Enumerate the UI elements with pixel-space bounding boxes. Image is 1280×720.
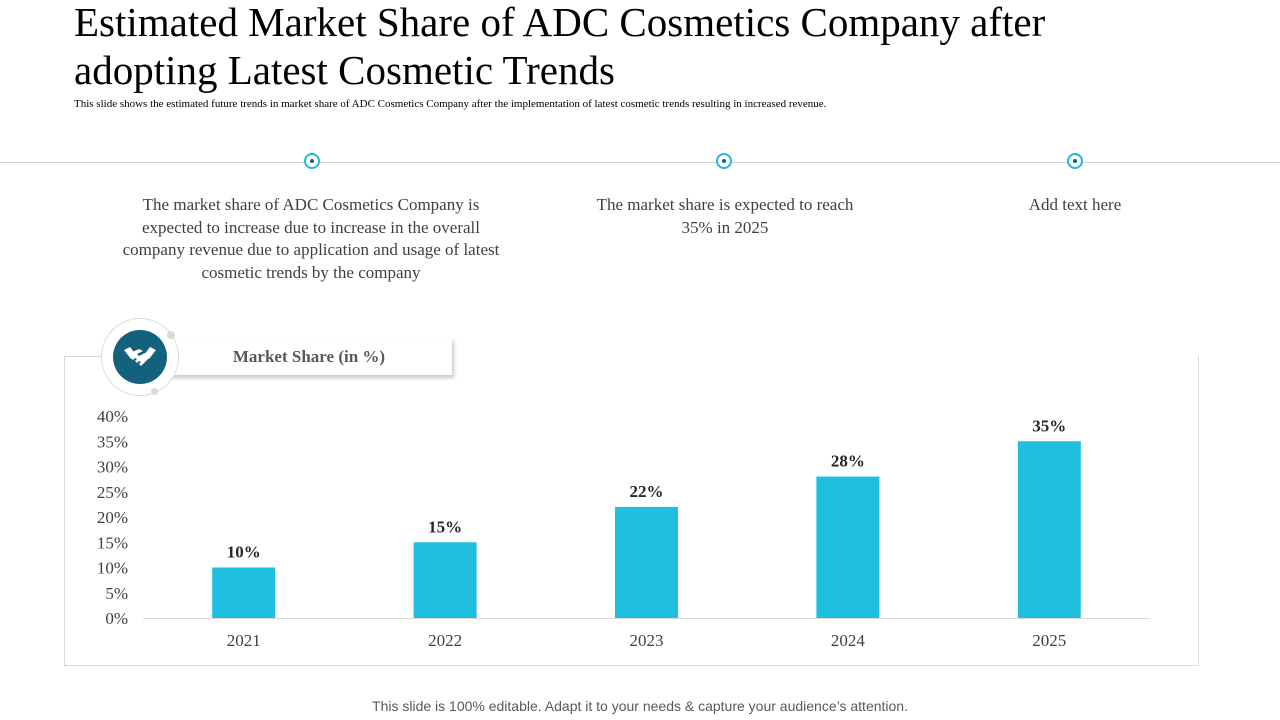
y-tick-label: 10% [97,559,128,578]
y-tick-label: 15% [97,533,128,552]
timeline-point-2-text: The market share is expected to reach 35… [596,195,854,237]
chart-frame-top [64,356,104,357]
x-tick-label-2024: 2024 [831,631,866,650]
bar-2022 [413,542,477,618]
x-tick-label-2023: 2023 [630,631,664,650]
bar-2023 [615,506,678,618]
bar-2024 [816,476,880,618]
y-tick-label: 30% [97,458,128,477]
y-tick-label: 25% [97,483,128,502]
y-tick-label: 20% [97,508,128,527]
slide-title: Estimated Market Share of ADC Cosmetics … [74,0,1046,93]
bar-2025 [1017,441,1081,618]
timeline-point-3-text: Add text here [1028,195,1122,214]
timeline-dot-3 [1067,153,1083,169]
y-tick-label: 0% [105,609,128,628]
x-tick-label-2025: 2025 [1032,631,1066,650]
bar-2021 [212,567,276,618]
x-tick-label-2021: 2021 [227,631,261,650]
timeline-line [0,162,1280,163]
data-label-2022: 15% [428,517,462,536]
handshake-icon [113,330,167,384]
x-tick-label-2022: 2022 [428,631,462,650]
data-label-2023: 22% [630,482,664,501]
data-label-2021: 10% [227,543,261,562]
chart-header-label: Market Share (in %) [166,338,452,375]
y-tick-label: 35% [97,432,128,451]
timeline-dot-1 [304,153,320,169]
y-tick-label: 40% [97,407,128,426]
timeline-point-1-text: The market share of ADC Cosmetics Compan… [122,195,500,282]
y-tick-label: 5% [105,584,128,603]
timeline-dot-2 [716,153,732,169]
badge-dot-decoration [151,388,158,395]
slide-subtitle: This slide shows the estimated future tr… [74,98,827,110]
chart-frame [64,356,1199,666]
badge-dot-decoration [167,331,175,339]
data-label-2025: 35% [1032,416,1066,435]
data-label-2024: 28% [831,452,865,471]
slide-footer: This slide is 100% editable. Adapt it to… [372,698,908,714]
